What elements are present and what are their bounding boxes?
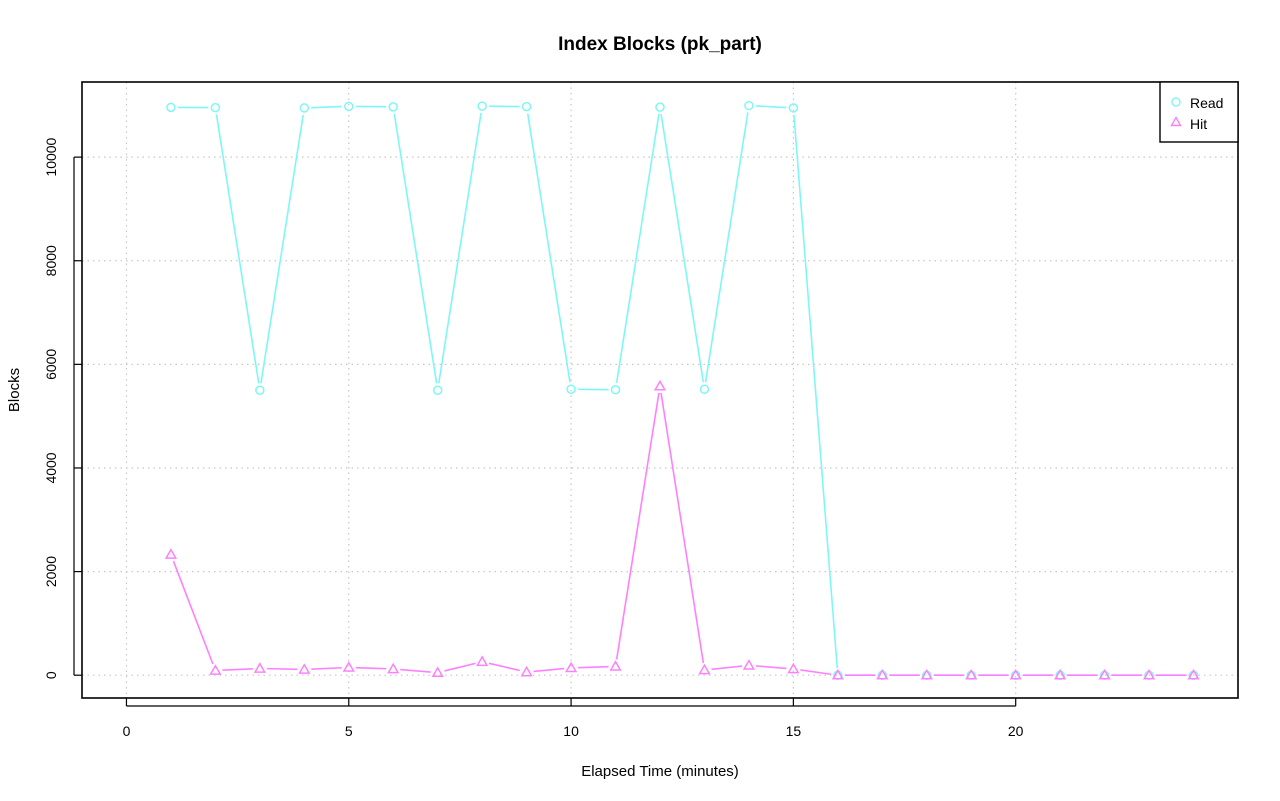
data-point xyxy=(566,384,576,394)
data-point xyxy=(253,662,266,673)
data-point xyxy=(431,666,444,677)
series-segment xyxy=(660,392,705,664)
series-segment xyxy=(755,105,787,109)
series-segment xyxy=(222,667,253,672)
data-point xyxy=(1098,668,1111,680)
data-point xyxy=(166,102,176,113)
series-segment xyxy=(615,392,660,660)
data-point xyxy=(653,379,667,391)
data-point xyxy=(344,101,354,112)
series-segment xyxy=(533,667,565,673)
data-point xyxy=(432,385,443,396)
series-segment xyxy=(437,112,482,384)
series-segment xyxy=(793,114,839,669)
data-point xyxy=(298,663,311,674)
series-segment xyxy=(400,668,431,673)
data-point xyxy=(477,101,487,111)
data-point xyxy=(388,102,398,112)
data-point xyxy=(609,660,622,671)
data-point xyxy=(610,384,621,395)
legend-hit-label: Hit xyxy=(1190,116,1207,132)
series-segment xyxy=(355,666,387,670)
legend-read-marker xyxy=(1171,97,1181,107)
data-point xyxy=(299,103,310,113)
legend: Read Hit xyxy=(1159,81,1239,143)
chart-title: Index Blocks (pk_part) xyxy=(558,34,762,55)
data-point xyxy=(342,661,355,672)
y-tick-label: 8000 xyxy=(43,245,59,276)
series-segment xyxy=(172,560,214,665)
x-tick-label: 0 xyxy=(123,723,131,739)
data-point xyxy=(699,384,710,394)
x-tick-label: 15 xyxy=(786,723,802,739)
data-point xyxy=(476,655,489,667)
x-tick-label: 5 xyxy=(345,723,353,739)
data-point xyxy=(744,100,754,111)
y-axis: 0 2000 4000 6000 8000 10000 xyxy=(43,137,82,679)
data-point xyxy=(788,103,799,113)
series-segment xyxy=(526,113,571,383)
data-point xyxy=(1187,668,1200,680)
data-point xyxy=(1142,668,1156,680)
y-tick-label: 6000 xyxy=(43,349,59,380)
series-segment xyxy=(311,666,342,670)
series-layer xyxy=(164,100,1200,680)
data-point xyxy=(787,662,800,674)
series-segment xyxy=(755,665,787,670)
plot-frame xyxy=(81,81,1239,699)
series-hit xyxy=(164,379,1200,680)
legend-read-label: Read xyxy=(1190,95,1223,111)
legend-box xyxy=(1159,81,1239,143)
legend-hit-marker xyxy=(1170,116,1182,127)
data-point xyxy=(564,661,578,673)
grid xyxy=(82,82,1238,698)
series-segment xyxy=(260,114,305,384)
data-point xyxy=(210,102,221,113)
series-read xyxy=(166,100,1199,680)
x-tick-label: 10 xyxy=(563,723,579,739)
y-tick-label: 0 xyxy=(43,671,59,679)
data-point xyxy=(742,659,756,670)
series-segment xyxy=(800,669,832,676)
data-point xyxy=(521,101,532,112)
data-point xyxy=(698,663,711,675)
series-segment xyxy=(393,113,438,384)
data-point xyxy=(1054,668,1067,680)
x-axis: 0 5 10 15 20 xyxy=(123,698,1024,739)
series-segment xyxy=(660,113,705,383)
y-tick-label: 4000 xyxy=(43,452,59,483)
series-segment xyxy=(311,105,342,109)
data-point xyxy=(965,668,978,680)
data-point xyxy=(520,665,533,677)
x-axis-label: Elapsed Time (minutes) xyxy=(581,763,739,780)
data-point xyxy=(209,664,222,675)
y-tick-label: 10000 xyxy=(43,137,59,176)
series-segment xyxy=(488,662,520,672)
data-point xyxy=(1009,668,1022,680)
series-segment xyxy=(444,662,476,672)
x-tick-label: 20 xyxy=(1008,723,1024,739)
series-segment xyxy=(578,665,609,669)
series-segment xyxy=(215,114,260,384)
data-point xyxy=(876,668,889,680)
y-tick-label: 2000 xyxy=(43,556,59,587)
data-point xyxy=(164,548,178,559)
y-axis-label: Blocks xyxy=(6,368,23,412)
data-point xyxy=(255,385,265,396)
data-point xyxy=(655,102,665,112)
series-segment xyxy=(711,665,743,671)
series-segment xyxy=(266,667,298,671)
data-point xyxy=(387,662,400,674)
series-segment xyxy=(704,112,749,383)
data-point xyxy=(831,668,844,680)
series-segment xyxy=(615,113,660,383)
data-point xyxy=(920,668,933,680)
